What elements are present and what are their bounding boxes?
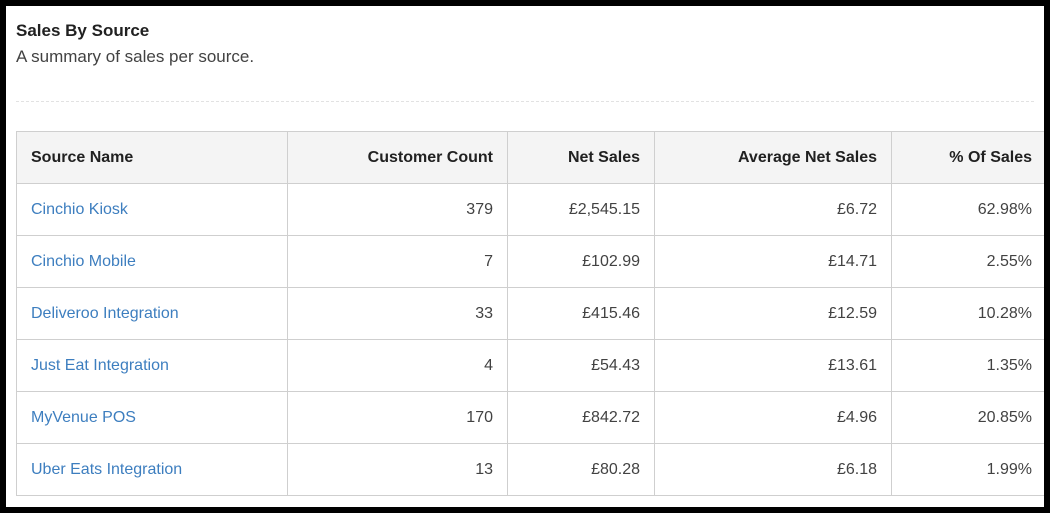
net-sales-cell: £842.72: [507, 391, 655, 444]
table-row: MyVenue POS 170 £842.72 £4.96 20.85%: [16, 391, 1044, 444]
column-header-average-net-sales: Average Net Sales: [654, 131, 892, 184]
average-net-sales-cell: £6.72: [654, 183, 892, 236]
table-row: Cinchio Mobile 7 £102.99 £14.71 2.55%: [16, 235, 1044, 288]
table-header-row: Source Name Customer Count Net Sales Ave…: [16, 131, 1044, 184]
customer-count-cell: 13: [287, 443, 508, 496]
table-row: Just Eat Integration 4 £54.43 £13.61 1.3…: [16, 339, 1044, 392]
percent-of-sales-cell: 62.98%: [891, 183, 1044, 236]
sales-by-source-table: Source Name Customer Count Net Sales Ave…: [16, 131, 1044, 496]
report-header: Sales By Source A summary of sales per s…: [6, 6, 1044, 70]
customer-count-cell: 379: [287, 183, 508, 236]
section-divider: [16, 101, 1034, 102]
column-header-percent-of-sales: % Of Sales: [891, 131, 1044, 184]
column-header-net-sales: Net Sales: [507, 131, 655, 184]
column-header-customer-count: Customer Count: [287, 131, 508, 184]
customer-count-cell: 170: [287, 391, 508, 444]
page-title: Sales By Source: [16, 21, 150, 40]
percent-of-sales-cell: 1.35%: [891, 339, 1044, 392]
percent-of-sales-cell: 2.55%: [891, 235, 1044, 288]
percent-of-sales-cell: 20.85%: [891, 391, 1044, 444]
source-link[interactable]: Uber Eats Integration: [31, 460, 183, 478]
customer-count-cell: 7: [287, 235, 508, 288]
source-link[interactable]: Cinchio Mobile: [31, 252, 136, 270]
column-header-source-name: Source Name: [16, 131, 288, 184]
table-row: Cinchio Kiosk 379 £2,545.15 £6.72 62.98%: [16, 183, 1044, 236]
customer-count-cell: 4: [287, 339, 508, 392]
net-sales-cell: £102.99: [507, 235, 655, 288]
average-net-sales-cell: £12.59: [654, 287, 892, 340]
table-row: Deliveroo Integration 33 £415.46 £12.59 …: [16, 287, 1044, 340]
source-link[interactable]: MyVenue POS: [31, 408, 136, 426]
average-net-sales-cell: £4.96: [654, 391, 892, 444]
net-sales-cell: £415.46: [507, 287, 655, 340]
customer-count-cell: 33: [287, 287, 508, 340]
percent-of-sales-cell: 10.28%: [891, 287, 1044, 340]
source-link[interactable]: Deliveroo Integration: [31, 304, 179, 322]
source-link[interactable]: Just Eat Integration: [31, 356, 169, 374]
net-sales-cell: £80.28: [507, 443, 655, 496]
source-link[interactable]: Cinchio Kiosk: [31, 200, 128, 218]
net-sales-cell: £2,545.15: [507, 183, 655, 236]
average-net-sales-cell: £6.18: [654, 443, 892, 496]
average-net-sales-cell: £13.61: [654, 339, 892, 392]
page-subtitle: A summary of sales per source.: [16, 47, 255, 66]
net-sales-cell: £54.43: [507, 339, 655, 392]
average-net-sales-cell: £14.71: [654, 235, 892, 288]
table-row: Uber Eats Integration 13 £80.28 £6.18 1.…: [16, 443, 1044, 496]
percent-of-sales-cell: 1.99%: [891, 443, 1044, 496]
